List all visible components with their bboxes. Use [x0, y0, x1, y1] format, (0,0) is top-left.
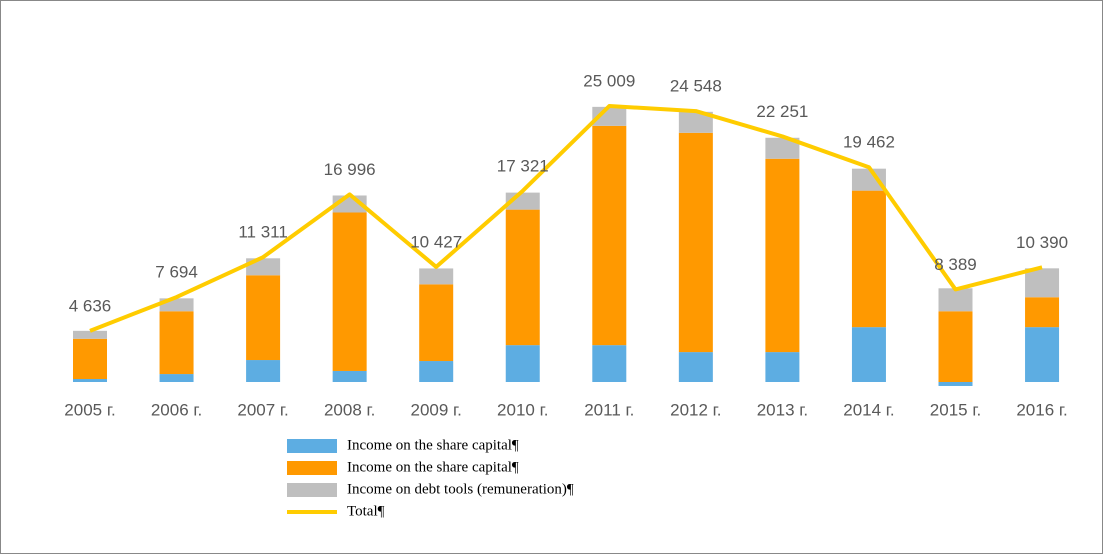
- data-label: 19 462: [843, 133, 895, 152]
- bar-segment: [1025, 268, 1060, 298]
- bar-segment: [419, 284, 454, 362]
- total-line: [89, 104, 1043, 333]
- data-label: 22 251: [756, 102, 808, 121]
- legend-label: Total¶: [347, 503, 385, 519]
- bar-segment: [592, 345, 627, 382]
- bar-segment: [73, 338, 107, 380]
- data-label: 4 636: [69, 296, 112, 315]
- x-tick-label: 2005 г.: [64, 400, 115, 419]
- bar-segment: [851, 327, 886, 382]
- legend-swatch: [287, 439, 337, 453]
- legend-label: Income on the share capital¶: [347, 459, 519, 475]
- data-label: 16 996: [324, 160, 376, 179]
- bar-segment: [765, 352, 800, 382]
- data-label: 7 694: [155, 263, 198, 282]
- x-tick-label: 2011 г.: [584, 400, 634, 419]
- x-tick-label: 2015 г.: [930, 400, 981, 419]
- bar-segment: [765, 137, 800, 159]
- legend-swatch: [287, 483, 337, 497]
- bar-segment: [765, 158, 800, 353]
- x-tick-label: 2013 г.: [757, 400, 808, 419]
- bar-segment: [678, 111, 713, 133]
- legend-label: Income on the share capital¶: [347, 437, 519, 453]
- bar-segment: [159, 374, 194, 382]
- data-label: 24 548: [670, 77, 722, 96]
- x-tick-label: 2008 г.: [324, 400, 375, 419]
- bar-segment: [938, 382, 973, 386]
- x-tick-label: 2016 г.: [1016, 400, 1067, 419]
- bar-segment: [73, 379, 107, 382]
- data-label: 25 009: [583, 71, 635, 90]
- bar-segment: [246, 360, 281, 382]
- bar-segment: [1025, 297, 1060, 328]
- data-label: 11 311: [238, 223, 287, 242]
- bar-segment: [851, 168, 886, 191]
- bar-segment: [505, 209, 540, 346]
- bar-segment: [73, 330, 107, 339]
- bar-segment: [419, 268, 454, 285]
- x-tick-label: 2007 г.: [237, 400, 288, 419]
- data-label: 8 389: [934, 255, 977, 274]
- bar-segment: [938, 311, 973, 382]
- bar-segment: [332, 370, 367, 382]
- legend-label: Income on debt tools (remuneration)¶: [347, 481, 574, 497]
- bar-segment: [1025, 327, 1060, 382]
- x-tick-label: 2012 г.: [670, 400, 721, 419]
- x-tick-label: 2006 г.: [151, 400, 202, 419]
- data-label: 17 321: [497, 156, 549, 175]
- bar-segment: [419, 361, 454, 382]
- bar-segment: [159, 311, 194, 375]
- x-tick-label: 2014 г.: [843, 400, 894, 419]
- data-label: 10 390: [1016, 233, 1068, 252]
- x-tick-label: 2010 г.: [497, 400, 548, 419]
- bar-segment: [851, 190, 886, 328]
- x-tick-label: 2009 г.: [411, 400, 462, 419]
- bar-segment: [678, 352, 713, 382]
- bar-segment: [505, 345, 540, 382]
- bar-segment: [592, 125, 627, 346]
- bar-segment: [938, 288, 973, 312]
- bar-segment: [332, 212, 367, 371]
- legend-swatch: [287, 461, 337, 475]
- bar-segment: [678, 132, 713, 353]
- bar-segment: [246, 275, 281, 361]
- data-label: 10 427: [410, 232, 462, 251]
